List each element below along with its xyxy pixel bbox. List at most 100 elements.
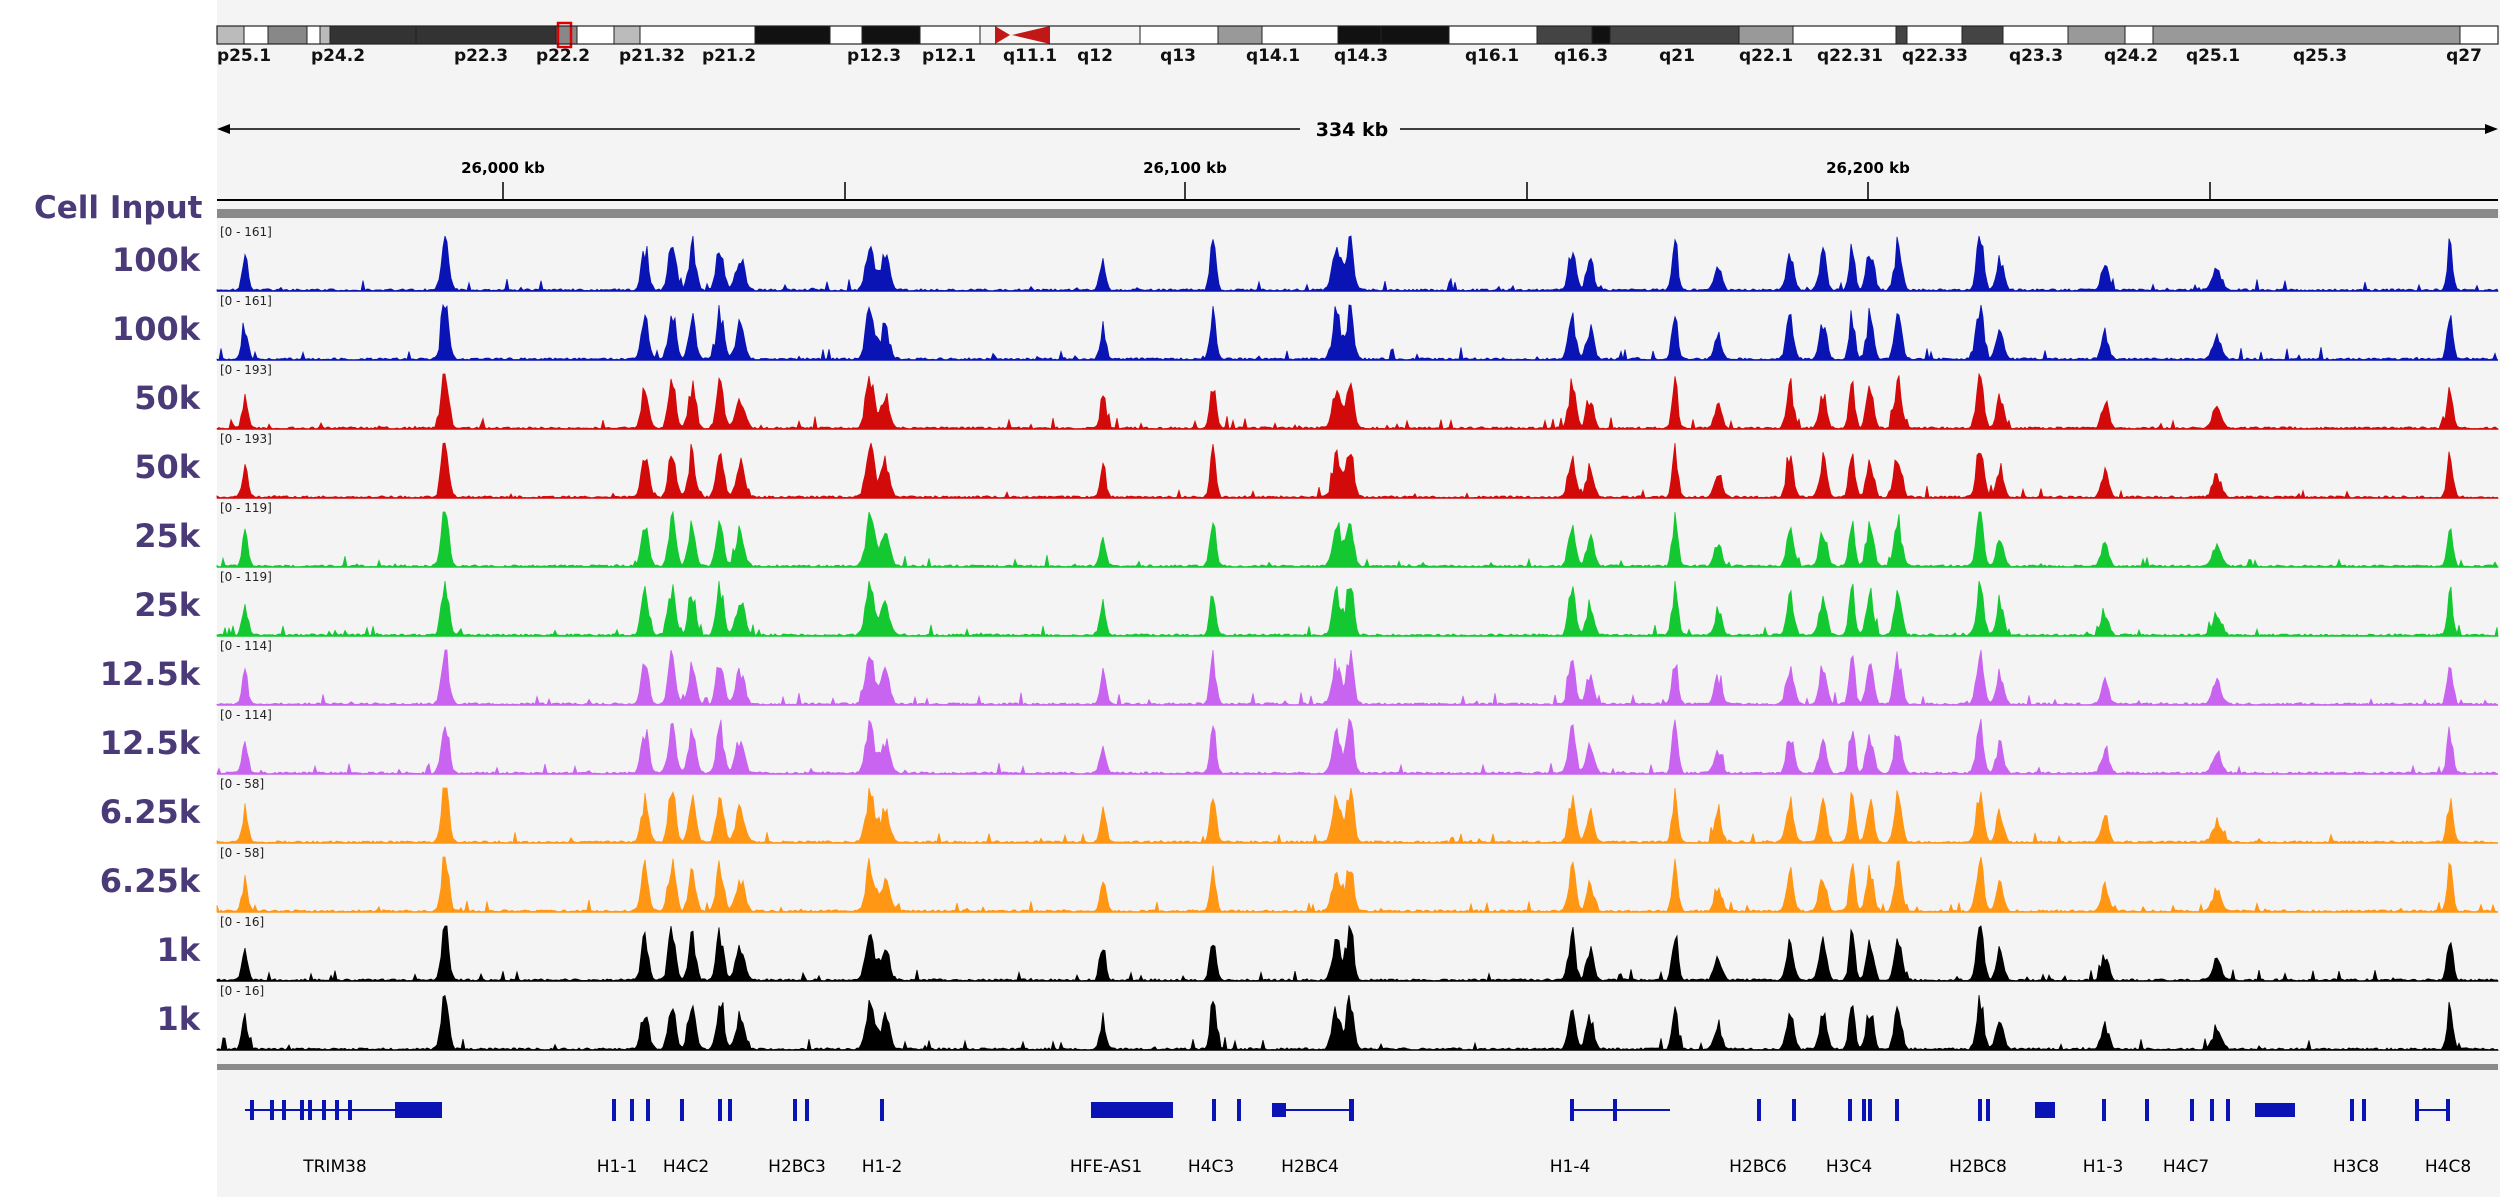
ideogram-band-label: q27 xyxy=(2446,46,2482,66)
ideogram-band xyxy=(919,25,981,45)
gene-label: TRIM38 xyxy=(302,1157,367,1177)
track-hit-area[interactable] xyxy=(217,845,2498,914)
signal-coverage xyxy=(216,649,2499,706)
gene-label: H4C8 xyxy=(2425,1157,2471,1177)
ideogram-band xyxy=(319,25,331,45)
track-label: 100k xyxy=(111,310,200,348)
signal-track[interactable]: [0 - 161] xyxy=(216,224,2499,293)
track-hit-area[interactable] xyxy=(217,914,2498,983)
ideogram-band-label: p12.1 xyxy=(922,46,976,66)
ideogram-band-label: q21 xyxy=(1659,46,1695,66)
track-hit-area[interactable] xyxy=(217,776,2498,845)
signal-track[interactable]: [0 - 114] xyxy=(216,707,2499,776)
coordinate-ruler[interactable]: 334 kb 26,000 kb 26,100 kb 26,200 kb xyxy=(217,119,2498,218)
track-data-range: [0 - 16] xyxy=(220,915,264,929)
gene-exon xyxy=(646,1099,650,1121)
ideogram-band xyxy=(1448,25,1538,45)
track-label: 6.25k xyxy=(99,793,200,831)
ideogram-band xyxy=(216,25,245,45)
track-data-range: [0 - 193] xyxy=(220,363,272,377)
signal-track[interactable]: [0 - 161] xyxy=(216,293,2499,362)
track-hit-area[interactable] xyxy=(217,638,2498,707)
track-data-range: [0 - 193] xyxy=(220,432,272,446)
gene-label: H3C8 xyxy=(2333,1157,2379,1177)
ideogram-band-label: p25.1 xyxy=(217,46,271,66)
ideogram-band-label: q16.3 xyxy=(1554,46,1608,66)
ideogram-band-label: p24.2 xyxy=(311,46,365,66)
gene-annotation-track: TRIM38 H1-1 H4C2 H2BC3 H1-2 HFE-AS1 H4C3 H2BC4 H… xyxy=(245,1099,2471,1177)
track-data-range: [0 - 161] xyxy=(220,225,272,239)
ideogram-band xyxy=(2459,25,2499,45)
track-hit-area[interactable] xyxy=(217,569,2498,638)
track-label: 25k xyxy=(134,517,200,555)
signal-tracks: [0 - 161] [0 - 161] [0 - 193] [0 - 193] [0 -… xyxy=(216,224,2500,1070)
ideogram-band-label: q25.1 xyxy=(2186,46,2240,66)
gene-exon xyxy=(728,1099,732,1121)
gene-exon xyxy=(880,1099,884,1121)
gene-label: H4C7 xyxy=(2163,1157,2209,1177)
ideogram-band xyxy=(1217,25,1263,45)
gene-label: H3C4 xyxy=(1826,1157,1872,1177)
track-hit-area[interactable] xyxy=(217,983,2498,1052)
ideogram-band xyxy=(1380,25,1450,45)
gene-label: H2BC4 xyxy=(1281,1157,1339,1177)
track-separator xyxy=(217,209,2498,218)
track-data-range: [0 - 114] xyxy=(220,639,272,653)
gene-label: H1-4 xyxy=(1550,1157,1591,1177)
gene-exon xyxy=(1792,1099,1796,1121)
chromosome-ideogram[interactable]: p25.1 p24.2 p22.3 p22.2 p21.32 p21.2 p12.3 p12.… xyxy=(216,21,2499,66)
gene-exon xyxy=(2362,1099,2366,1121)
ideogram-band xyxy=(1738,25,1794,45)
track-label: 50k xyxy=(134,448,200,486)
signal-track[interactable]: [0 - 119] xyxy=(216,500,2499,569)
ideogram-band-label: q14.1 xyxy=(1246,46,1300,66)
gene-exon xyxy=(612,1099,616,1121)
signal-track[interactable]: [0 - 16] xyxy=(216,983,2500,1052)
signal-track[interactable]: [0 - 119] xyxy=(216,569,2499,638)
signal-track[interactable]: [0 - 193] xyxy=(216,362,2500,431)
signal-track[interactable]: [0 - 193] xyxy=(216,431,2500,500)
track-label: 12.5k xyxy=(99,724,200,762)
ideogram-band xyxy=(2124,25,2154,45)
track-hit-area[interactable] xyxy=(217,362,2498,431)
gene-exon xyxy=(1978,1099,1982,1121)
gene-exon xyxy=(1272,1103,1286,1117)
ideogram-band-label: p21.32 xyxy=(619,46,685,66)
signal-track[interactable]: [0 - 16] xyxy=(216,914,2499,983)
ideogram-band xyxy=(243,25,269,45)
ideogram-band xyxy=(1139,25,1219,45)
track-hit-area[interactable] xyxy=(217,500,2498,569)
track-data-range: [0 - 114] xyxy=(220,708,272,722)
ideogram-band xyxy=(329,25,417,45)
signal-coverage xyxy=(216,994,2500,1051)
ruler-tick-label: 26,000 kb xyxy=(461,159,545,177)
track-data-range: [0 - 16] xyxy=(220,984,264,998)
ideogram-band xyxy=(1536,25,1593,45)
ideogram-band-label: q16.1 xyxy=(1465,46,1519,66)
span-arrow-left xyxy=(217,124,230,134)
signal-coverage xyxy=(216,372,2500,430)
gene-exon xyxy=(1757,1099,1761,1121)
track-label: 1k xyxy=(156,1000,200,1038)
ruler-tick-label: 26,200 kb xyxy=(1826,159,1910,177)
ideogram-band xyxy=(267,25,308,45)
gene-exon xyxy=(322,1100,326,1120)
gene-exon xyxy=(793,1099,797,1121)
track-label: 100k xyxy=(111,241,200,279)
track-data-range: [0 - 58] xyxy=(220,846,264,860)
track-hit-area[interactable] xyxy=(217,224,2498,293)
ideogram-band xyxy=(306,25,321,45)
gene-exon xyxy=(1868,1099,1872,1121)
track-hit-area[interactable] xyxy=(217,293,2498,362)
signal-track[interactable]: [0 - 58] xyxy=(216,845,2499,914)
ideogram-band-label: q24.2 xyxy=(2104,46,2158,66)
gene-exon xyxy=(2102,1099,2106,1121)
ideogram-band xyxy=(1906,25,1963,45)
track-hit-area[interactable] xyxy=(217,707,2498,776)
track-data-range: [0 - 161] xyxy=(220,294,272,308)
signal-track[interactable]: [0 - 114] xyxy=(216,638,2499,707)
track-label: 12.5k xyxy=(99,655,200,693)
ideogram-band-label: q14.3 xyxy=(1334,46,1388,66)
signal-track[interactable]: [0 - 58] xyxy=(216,776,2499,845)
